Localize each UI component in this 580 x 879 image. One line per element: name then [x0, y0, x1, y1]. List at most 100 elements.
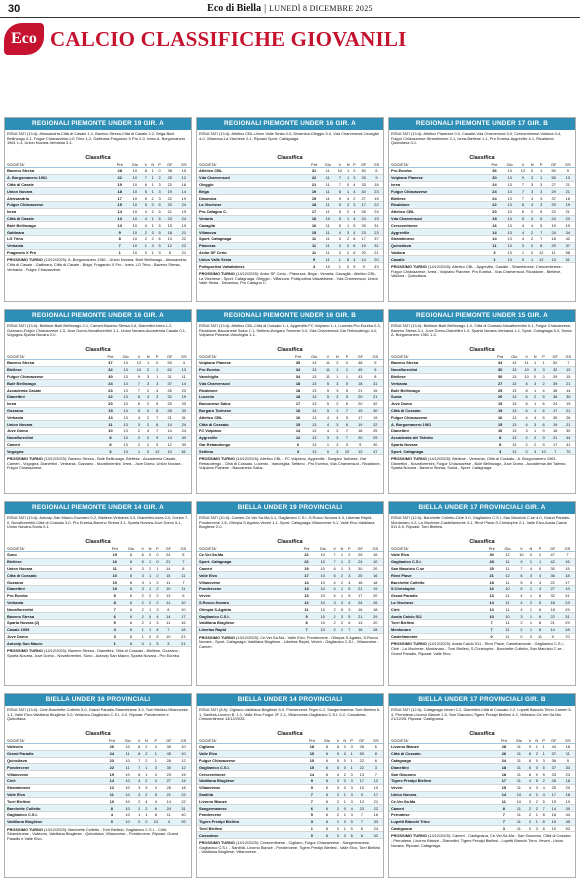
table-cell: 11 [307, 249, 321, 257]
table-cell: 3 [521, 427, 532, 435]
table-cell: 8 [367, 373, 383, 381]
standings-table: SOCIETA' Pnt Gio V N P GF GS Vallecrio 26 10 8 2 0 35 1… [5, 738, 191, 826]
table-cell: 1 [534, 558, 546, 566]
table-row: Valdilana Biogliese 8 10 2 2 6 13 20 [197, 619, 383, 627]
table-cell: Torri Biellesi [5, 797, 105, 806]
table-cell: Sparta Novara [389, 441, 494, 449]
table-cell: 8 [150, 811, 162, 819]
table-cell: Vallecrio [5, 743, 105, 751]
table-cell: 5 [331, 571, 339, 580]
table-cell: 1 [149, 221, 157, 230]
table-cell: 17 [559, 578, 575, 586]
table-cell: 10 [515, 551, 528, 559]
table-cell: 39 [548, 379, 562, 388]
table-cell: 3 [515, 612, 528, 620]
table-cell: 4 [333, 413, 342, 422]
table-cell: 0 [341, 818, 349, 826]
table-cell: 23 [369, 187, 383, 196]
table-cell: 0 [322, 447, 334, 456]
table-cell: 2 [526, 811, 534, 819]
column-header: GS [560, 162, 575, 168]
table-cell: 18 [496, 763, 512, 772]
table-cell: 13 [305, 407, 323, 415]
table-cell: 11 [106, 565, 123, 573]
table-cell: 6 [133, 393, 145, 401]
table-cell: 4 [517, 235, 529, 243]
table-cell: 1 [333, 373, 342, 381]
table-cell: 1 [146, 626, 154, 634]
table-cell: 5 [334, 201, 345, 209]
table-row: Fulgor Chiavazzese 24 13 7 3 3 29 21 [389, 187, 575, 196]
table-cell: 2 [133, 427, 145, 435]
column-header: P [153, 546, 161, 552]
table-cell: 18 [352, 379, 368, 388]
table-cell: 9 [341, 441, 353, 449]
table-cell: 0 [153, 558, 161, 566]
table-cell: 11 [511, 750, 527, 758]
table-cell: Autovip San Mauro [5, 639, 107, 648]
table-cell: Verbania [5, 413, 103, 422]
table-cell: 6 [133, 400, 145, 408]
table-cell: 4 [156, 208, 163, 216]
table-cell: Juve Domo [5, 427, 103, 435]
table-cell: 0 [351, 167, 358, 175]
table-cell: 22 [369, 201, 383, 209]
table-row: Baveno Stresa 37 13 12 1 0 53 4 [5, 359, 191, 367]
table-row: Gar Rebaudengo 6 13 1 3 9 9 40 [197, 441, 383, 449]
column-header: SOCIETA' [5, 738, 105, 744]
table-cell: 17 [112, 194, 128, 202]
table-cell: La Vischese [197, 201, 308, 209]
table-cell: 23 [161, 770, 176, 778]
table-cell: 6 [521, 393, 532, 401]
table-cell: 30 [161, 763, 176, 772]
table-cell: 25 [483, 565, 500, 573]
table-cell: Baveno Stresa [5, 359, 103, 367]
league-section: BIELLA UNDER 14 PROVINCIALI RISULTATI (8 … [196, 693, 384, 878]
table-cell: 0 [139, 639, 147, 648]
table-cell: 4 [348, 804, 355, 812]
table-cell: S.Christophe [389, 585, 484, 593]
table-cell: 2 [333, 359, 342, 367]
table-cell: 19 [560, 201, 575, 209]
column-header: Gio [499, 546, 516, 552]
table-cell: 12 [175, 763, 191, 772]
table-cell: 3 [150, 763, 162, 772]
table-cell: 0 [341, 784, 349, 792]
table-row: Novaflorentini 7 6 2 1 3 8 10 [5, 605, 191, 614]
table-cell: 18 [162, 228, 177, 236]
table-cell: 1 [149, 174, 157, 182]
table-cell: 18 [176, 181, 191, 189]
table-cell: 7 [142, 174, 150, 182]
table-cell: 24 [546, 215, 561, 223]
table-cell: 3 [528, 181, 536, 189]
table-cell: 13 [305, 427, 323, 435]
table-row: A. Borgomanero 1961 15 13 4 3 6 19 21 [389, 420, 575, 428]
table-cell: 6 [517, 201, 529, 209]
table-row: Ricaldone 18 13 5 3 5 21 15 [197, 386, 383, 394]
table-cell: 18 [545, 605, 560, 614]
table-cell: 45 [161, 750, 176, 758]
table-cell: 22 [103, 393, 118, 401]
table-cell: A. Borgomanero 1961 [5, 174, 113, 182]
table-cell: A. Borgomanero 1961 [389, 420, 494, 428]
next-round-label: PROSSIMO TURNO [199, 634, 235, 640]
table-cell: Barchette Colletto [389, 578, 484, 586]
table-row: Valle Elvo 15 6 5 0 1 59 8 [197, 750, 383, 758]
table-cell: 13 [117, 379, 134, 388]
column-header: GS [561, 354, 575, 360]
column-header: Pnt [104, 738, 120, 744]
table-cell: 11 [320, 201, 335, 209]
column-header: Pnt [290, 354, 306, 360]
table-cell: 1 [348, 750, 355, 758]
table-cell: 23 [162, 215, 177, 223]
table-cell: 13 [507, 400, 522, 408]
results-text: RISULTATI (13 A): Alessandria-Città di C… [7, 131, 186, 146]
table-cell: 10 [127, 228, 143, 236]
table-cell: 45 [560, 818, 575, 826]
table-row: Venaria 16 10 5 1 4 24 19 [197, 215, 383, 223]
table-cell: 3 [517, 242, 529, 250]
table-cell: 6 [526, 763, 534, 772]
table-cell: 2 [153, 578, 161, 586]
standings-table: SOCIETA' Pnt Gio V N P GF GS Ce.Ver.Sa.Ma 22 10 7 1 2… [197, 546, 383, 634]
table-cell: 13 [546, 255, 561, 264]
